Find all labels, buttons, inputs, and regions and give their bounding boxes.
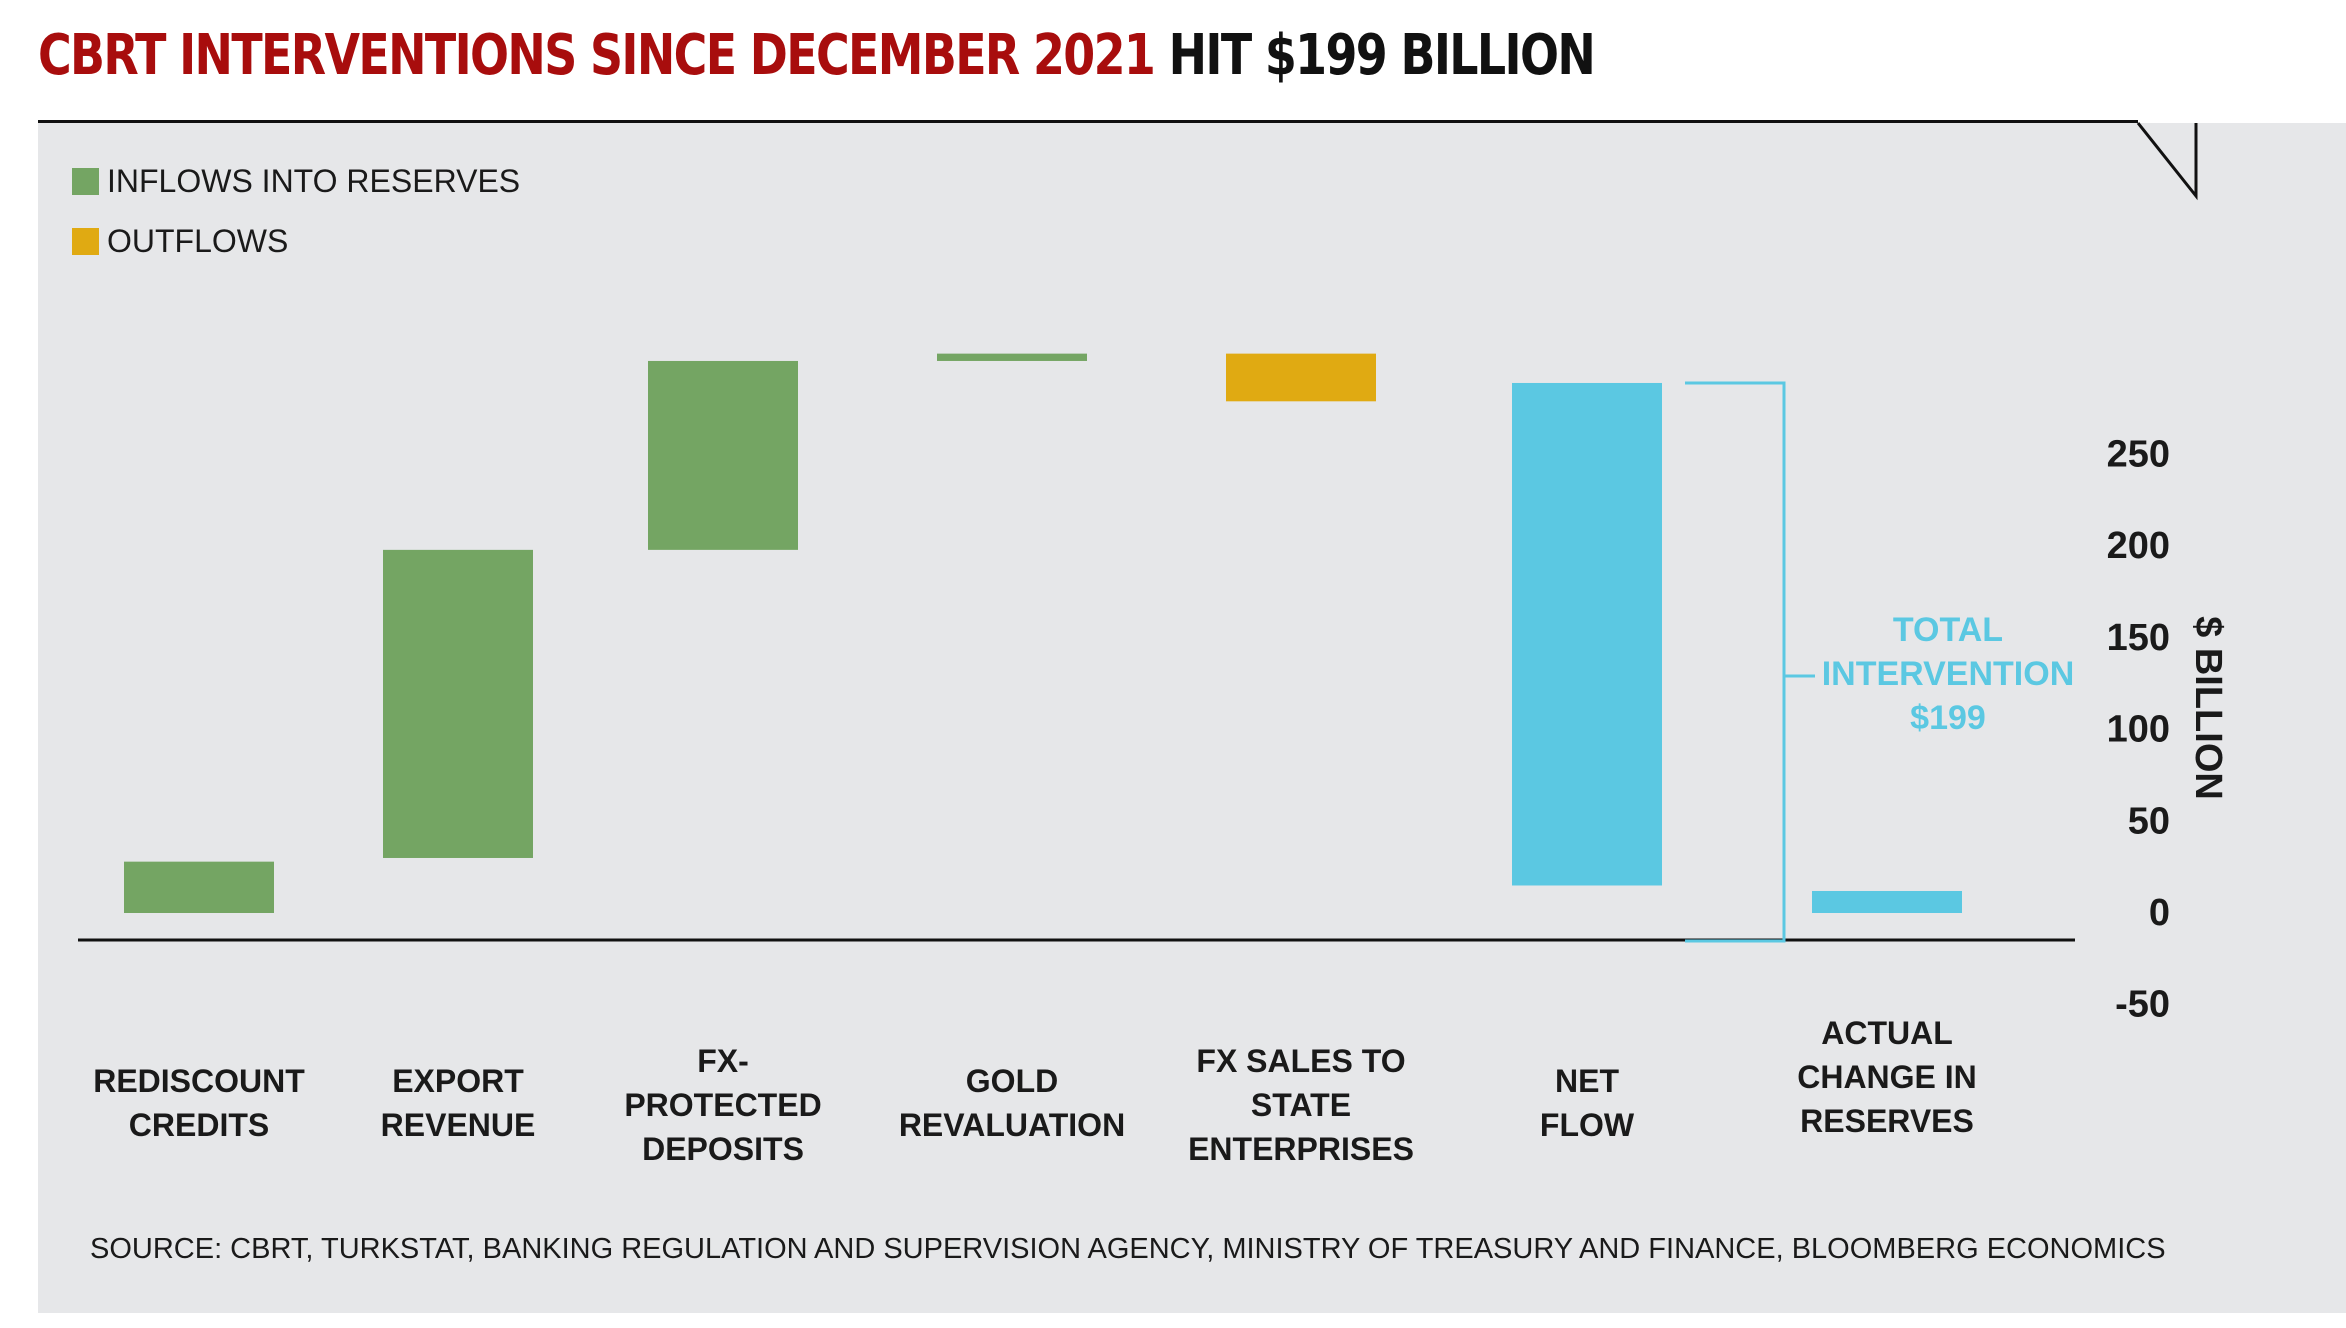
y-tick-label-1: 200 xyxy=(2107,525,2170,567)
category-label-line: FLOW xyxy=(1540,1107,1635,1143)
bar-2 xyxy=(648,360,798,550)
bar-5 xyxy=(1512,382,1662,886)
category-label-0: REDISCOUNT CREDITS xyxy=(93,1063,305,1143)
bar-0 xyxy=(124,861,274,913)
category-label-line: REVENUE xyxy=(381,1107,536,1143)
annotation-line: TOTAL xyxy=(1893,611,2003,649)
intervention-bracket xyxy=(1685,381,1786,943)
annotation-line: INTERVENTION xyxy=(1822,655,2075,693)
legend-swatch-0 xyxy=(72,168,99,195)
y-tick-label-5: 0 xyxy=(2149,892,2170,934)
category-label-line: ACTUAL xyxy=(1821,1015,1953,1051)
title-black-part: HIT $199 BILLION xyxy=(1168,23,1596,88)
y-tick-label-6: -50 xyxy=(2115,984,2170,1026)
category-label-line: NET xyxy=(1555,1063,1619,1099)
y-axis-label: $ BILLION xyxy=(2187,616,2229,800)
category-label-6: ACTUAL CHANGE IN RESERVES xyxy=(1797,1015,1977,1139)
chart-title: CBRT INTERVENTIONS SINCE DECEMBER 2021 H… xyxy=(38,28,1596,84)
legend-swatch-1 xyxy=(72,228,99,255)
bar-1 xyxy=(383,549,533,858)
y-tick-label-3: 100 xyxy=(2107,709,2170,751)
source-note: SOURCE: CBRT, TURKSTAT, BANKING REGULATI… xyxy=(90,1233,2166,1265)
category-label-line: REVALUATION xyxy=(899,1107,1125,1143)
category-label-line: DEPOSITS xyxy=(642,1131,804,1167)
title-red-part: CBRT INTERVENTIONS SINCE DECEMBER 2021 xyxy=(38,23,1156,88)
annotation-line: $199 xyxy=(1910,699,1986,737)
title-rule xyxy=(38,120,2138,123)
bar-4 xyxy=(1226,353,1376,402)
category-label-line: CREDITS xyxy=(129,1107,269,1143)
category-label-5: NET FLOW xyxy=(1540,1063,1635,1143)
category-label-3: GOLD REVALUATION xyxy=(899,1063,1125,1143)
category-label-line: GOLD xyxy=(966,1063,1058,1099)
bar-3 xyxy=(937,353,1087,361)
category-label-line: FX SALES TO xyxy=(1196,1043,1405,1079)
y-tick-label-2: 150 xyxy=(2107,617,2170,659)
category-label-line: REDISCOUNT xyxy=(93,1063,305,1099)
corner-fold-icon xyxy=(2136,122,2198,201)
legend-label-0: INFLOWS INTO RESERVES xyxy=(107,163,520,199)
category-label-line: EXPORT xyxy=(392,1063,524,1099)
legend-label-1: OUTFLOWS xyxy=(107,223,288,259)
category-label-line: ENTERPRISES xyxy=(1188,1131,1414,1167)
category-label-1: EXPORT REVENUE xyxy=(381,1063,536,1143)
category-label-line: PROTECTED xyxy=(624,1087,821,1123)
y-tick-label-0: 250 xyxy=(2107,434,2170,476)
category-label-2: FX- PROTECTED DEPOSITS xyxy=(624,1043,821,1167)
category-label-4: FX SALES TO STATE ENTERPRISES xyxy=(1188,1043,1414,1167)
y-tick-label-4: 50 xyxy=(2128,800,2170,842)
bar-6 xyxy=(1812,890,1962,913)
category-label-line: FX- xyxy=(697,1043,749,1079)
total-intervention-annotation: TOTAL INTERVENTION $199 xyxy=(1822,611,2075,737)
category-label-line: RESERVES xyxy=(1800,1103,1974,1139)
category-label-line: CHANGE IN xyxy=(1797,1059,1977,1095)
category-label-line: STATE xyxy=(1251,1087,1351,1123)
